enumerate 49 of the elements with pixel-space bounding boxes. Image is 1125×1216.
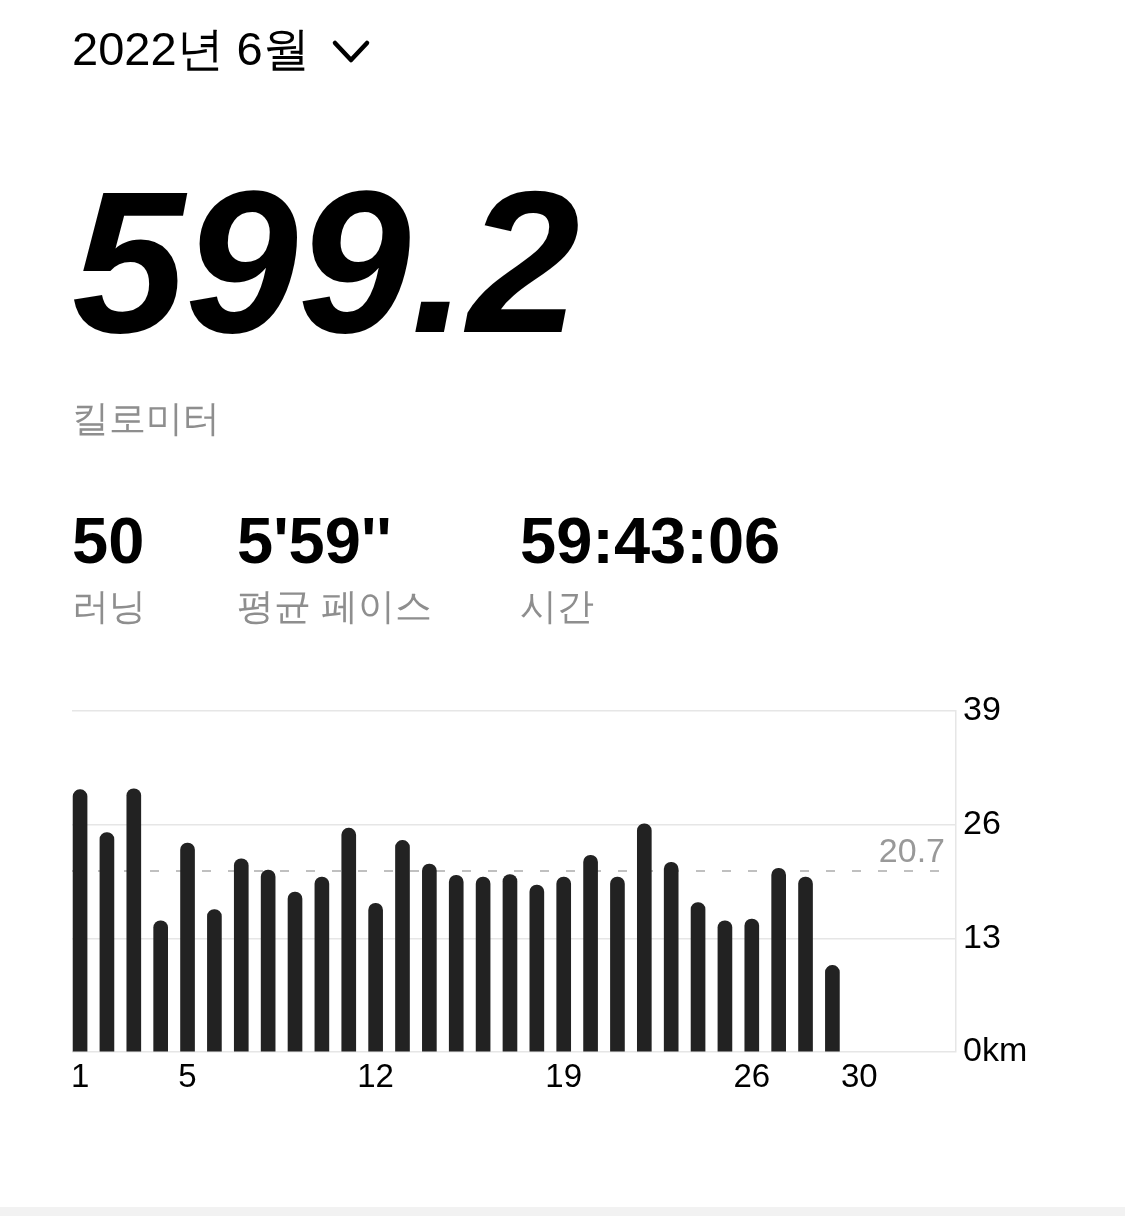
bar — [126, 788, 142, 1052]
bar — [690, 902, 706, 1052]
x-tick-label: 1 — [70, 1056, 90, 1094]
bar — [771, 868, 786, 1052]
bar — [502, 874, 518, 1052]
text: 킬로미터 — [72, 398, 220, 439]
chart-title: 2022년 6월 — [72, 22, 310, 75]
text: 평균 페이스 — [237, 586, 433, 627]
x-tick-label: 12 — [357, 1056, 394, 1094]
text: 5'59'' — [237, 504, 392, 577]
bar — [368, 903, 383, 1052]
bar — [529, 884, 545, 1052]
x-tick-label: 30 — [840, 1056, 878, 1094]
y-tick-label: 26 — [963, 803, 1001, 842]
bar — [610, 876, 625, 1052]
bar — [583, 854, 598, 1052]
bar — [233, 858, 249, 1052]
bar — [180, 842, 195, 1052]
ref-line-label: 20.7 — [878, 831, 945, 870]
bar — [153, 920, 168, 1052]
y-tick-label: 13 — [963, 916, 1001, 955]
text: 599.2 — [72, 148, 580, 375]
bar — [314, 876, 330, 1052]
bar — [448, 875, 464, 1052]
text: 러닝 — [72, 586, 146, 627]
bar — [207, 909, 222, 1052]
bar — [341, 827, 357, 1052]
bar — [475, 876, 491, 1052]
x-tick-label: 19 — [545, 1056, 583, 1094]
y-tick-label: 39 — [963, 689, 1001, 728]
bar — [744, 918, 760, 1052]
bar — [825, 965, 840, 1052]
bar — [422, 863, 437, 1052]
bar — [636, 823, 652, 1052]
bar — [663, 861, 679, 1052]
x-tick-label: 5 — [178, 1056, 197, 1094]
bar — [798, 876, 813, 1052]
bar — [395, 840, 410, 1052]
text: 시간 — [520, 586, 594, 627]
text: 59:43:06 — [520, 504, 781, 577]
bar — [99, 832, 115, 1052]
y-tick-label: 0km — [963, 1030, 1028, 1069]
x-tick-label: 26 — [733, 1056, 771, 1094]
bar — [260, 869, 276, 1052]
bar — [556, 876, 572, 1052]
text: 50 — [72, 504, 145, 577]
bar — [72, 789, 88, 1052]
bar — [287, 891, 303, 1052]
bar — [717, 920, 733, 1052]
